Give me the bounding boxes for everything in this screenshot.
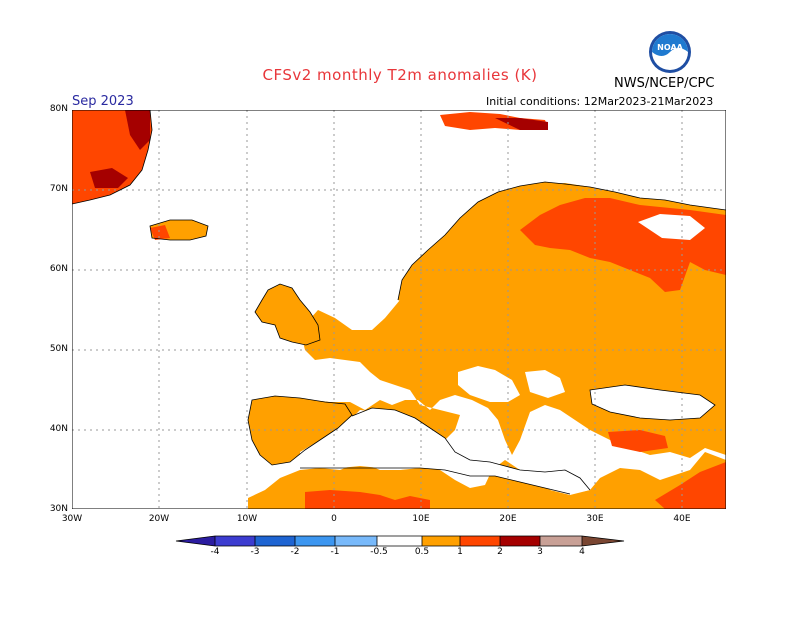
lat-label-40n: 40N <box>49 424 68 434</box>
colorbar-tick-label: 2 <box>497 547 503 557</box>
low-anomaly-white <box>638 214 705 240</box>
low-anomaly-white <box>458 366 520 402</box>
coastlines <box>72 110 726 495</box>
colorbar-tick-label: 0.5 <box>414 547 430 557</box>
anomaly-region-uk <box>255 284 320 345</box>
lon-label-10w: 10W <box>236 514 258 524</box>
lat-label-50n: 50N <box>49 344 68 354</box>
anomaly-region-greenland-dark <box>125 110 150 150</box>
lon-label-20e: 20E <box>499 514 517 524</box>
lon-label-40e: 40E <box>673 514 691 524</box>
anomaly-region-europe <box>248 183 726 509</box>
map-title: CFSv2 monthly T2m anomalies (K) <box>262 66 538 84</box>
colorbar <box>175 535 625 547</box>
lat-label-30n: 30N <box>49 504 68 514</box>
anomaly-region-svalbard-dark <box>495 118 548 130</box>
noaa-logo: NOAA <box>649 31 691 73</box>
lat-label-60n: 60N <box>49 264 68 274</box>
initial-conditions: Initial conditions: 12Mar2023-21Mar2023 <box>486 95 714 108</box>
graticule <box>72 110 726 509</box>
lat-label-70n: 70N <box>49 184 68 194</box>
anomaly-region-middle-east-red <box>655 462 726 509</box>
colorbar-tick-label: -4 <box>210 547 220 557</box>
anomaly-region-iceland-red <box>150 225 170 240</box>
lon-label-30e: 30E <box>586 514 604 524</box>
lon-label-20w: 20W <box>148 514 170 524</box>
lon-label-0: 0 <box>331 514 337 524</box>
colorbar-tick-label: 4 <box>579 547 585 557</box>
colorbar-tick-label: -2 <box>290 547 300 557</box>
lon-label-30w: 30W <box>61 514 83 524</box>
anomaly-region-turkey-red <box>608 430 668 452</box>
low-anomaly-white <box>590 385 715 420</box>
anomaly-region-greenland-dark <box>90 168 128 188</box>
colorbar-tick-label: 3 <box>537 547 543 557</box>
anomaly-region-north-africa-red <box>305 490 430 509</box>
low-anomaly-white <box>525 370 565 398</box>
colorbar-tick-label: -3 <box>250 547 260 557</box>
lon-label-10e: 10E <box>412 514 430 524</box>
forecast-month: Sep 2023 <box>72 94 134 109</box>
colorbar-tick-label: -0.5 <box>370 547 388 557</box>
anomaly-region-scandinavia <box>398 182 565 308</box>
colorbar-tick-label: 1 <box>457 547 463 557</box>
agency-label: NWS/NCEP/CPC <box>614 76 715 91</box>
logo-text: NOAA <box>657 43 683 52</box>
colorbar-tick-label: -1 <box>330 547 340 557</box>
lat-label-80n: 80N <box>49 104 68 114</box>
